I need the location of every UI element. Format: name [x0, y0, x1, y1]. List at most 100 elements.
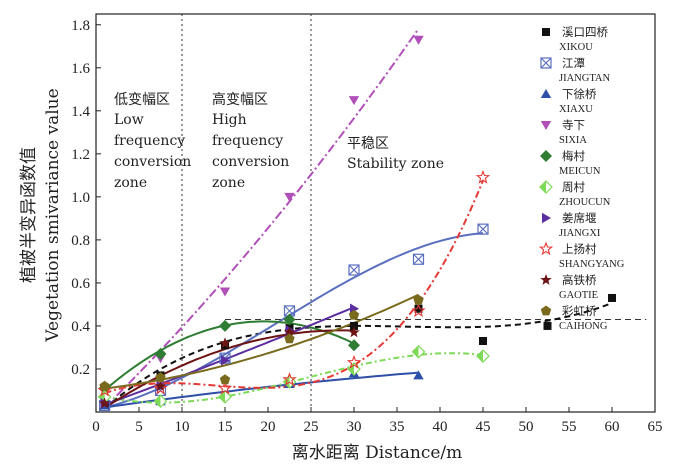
data-point-zhoucun	[411, 344, 426, 359]
data-point-gaotie	[283, 326, 296, 338]
data-point-sixia	[348, 96, 360, 106]
data-point-meicun	[348, 339, 360, 352]
legend-marker-shangyang	[538, 241, 554, 256]
legend-label-cn: 周村	[562, 180, 585, 194]
legend-marker-zhoucun	[539, 180, 553, 194]
x-tick-label: 55	[562, 419, 577, 435]
data-point-caihong	[219, 374, 231, 385]
data-point-xikou	[608, 293, 616, 302]
legend-marker-jiangxi	[542, 212, 551, 224]
data-point-jiangtan	[412, 253, 425, 265]
legend-label-cn: 梅村	[562, 149, 585, 163]
data-point-xikou	[479, 337, 487, 346]
data-point-caihong	[284, 333, 295, 344]
y-tick-label: 1.4	[71, 104, 90, 120]
zone-title-en: frequency	[114, 133, 185, 149]
legend-label-cn: 姜席堰	[562, 211, 597, 225]
zone-title-cn: 低变幅区	[114, 92, 170, 108]
data-point-jiangtan	[477, 223, 489, 235]
legend-label-en: SHANGYANG	[559, 259, 625, 270]
zone-title-en: zone	[114, 175, 147, 191]
y-axis-title-en: Vegetation smivariance value	[43, 88, 63, 342]
data-point-sixia	[413, 35, 424, 45]
x-tick-label: 10	[175, 419, 190, 435]
data-point-gaotie	[154, 380, 167, 391]
y-tick-label: 0.2	[71, 362, 90, 378]
zone-title-en: conversion	[114, 154, 191, 170]
data-point-shangyang	[411, 303, 426, 317]
data-point-meicun	[154, 347, 167, 360]
legend-label-cn: 寺下	[562, 118, 585, 132]
y-tick-label: 1.6	[71, 61, 90, 77]
data-point-shangyang	[346, 354, 362, 369]
legend-label-en: JIANGTAN	[559, 73, 610, 84]
legend-marker-sixia	[540, 121, 552, 130]
x-tick-label: 0	[92, 419, 100, 435]
legend-label-en: CAIHONG	[559, 321, 608, 332]
legend-label-en: JIANGXI	[559, 228, 601, 239]
x-tick-label: 25	[304, 419, 319, 435]
legend-label-cn: 高铁桥	[562, 273, 597, 287]
legend-label-cn: 下徐桥	[562, 87, 597, 101]
legend-label-cn: 上扬村	[562, 242, 597, 256]
data-point-sixia	[219, 287, 231, 297]
legend-label-en: GAOTIE	[559, 290, 598, 301]
data-point-jiangtan	[348, 264, 360, 276]
legend: 溪口四桥 XIKOU 江潭 JIANGTAN 下徐桥 XIAXU 寺下 SIXIA 梅村 MEIC…	[538, 25, 625, 332]
x-tick-label: 45	[476, 419, 491, 435]
data-point-xikou	[414, 304, 423, 313]
legend-label-en: XIKOU	[559, 42, 593, 53]
legend-label-en: SIXIA	[559, 135, 587, 146]
data-point-jiangxi	[221, 355, 230, 366]
zone-title-en: conversion	[212, 154, 289, 170]
data-point-sixia	[284, 192, 295, 202]
data-point-meicun	[283, 313, 296, 326]
legend-marker-jiangtan	[540, 57, 552, 69]
x-tick-label: 60	[605, 419, 620, 435]
x-tick-label: 30	[347, 419, 362, 435]
zone-title-cn: 高变幅区	[212, 91, 268, 108]
data-point-shangyang	[153, 380, 168, 395]
zone-title-en: zone	[212, 175, 245, 191]
y-tick-label: 1.8	[71, 18, 90, 34]
x-tick-label: 65	[648, 419, 663, 435]
legend-label-en: MEICUN	[559, 166, 601, 177]
x-tick-label: 40	[433, 419, 448, 435]
data-point-zhoucun	[476, 349, 490, 363]
y-axis-title-cn: 植被半变异函数值	[19, 147, 39, 283]
legend-label-en: ZHOUCUN	[559, 197, 611, 208]
data-point-caihong	[99, 380, 110, 391]
trend-line-jiangxi	[104, 306, 355, 406]
plot-frame	[95, 13, 656, 413]
data-point-zhoucun	[218, 390, 232, 404]
zone-title-en: High	[212, 112, 247, 128]
data-point-caihong	[348, 309, 360, 320]
data-point-meicun	[219, 319, 231, 332]
data-point-zhoucun	[153, 394, 168, 409]
data-point-shangyang	[475, 169, 491, 184]
data-point-xikou	[350, 321, 358, 330]
zone-title-cn: 平稳区	[347, 136, 389, 152]
zone-title-en: Stability zone	[347, 156, 444, 172]
legend-marker-xikou	[542, 28, 550, 36]
zone-annotations: 低变幅区 Low frequency conversion zone 高变幅区 High fr…	[114, 91, 444, 191]
legend-label-cn: 彩虹桥	[562, 304, 597, 318]
data-point-xiaxu	[413, 370, 424, 380]
trend-line-caihong	[104, 293, 419, 390]
trend-line-sixia	[103, 28, 420, 409]
legend-marker-gaotie	[540, 274, 552, 285]
x-tick-label: 20	[261, 419, 276, 435]
trend-line-jiangtan	[104, 232, 484, 409]
data-point-caihong	[155, 372, 166, 382]
trend-line-xikou	[103, 302, 613, 410]
x-tick-label: 50	[519, 419, 534, 435]
y-tick-label: 0.4	[71, 319, 90, 335]
legend-marker-xiaxu	[540, 89, 552, 98]
legend-marker-meicun	[540, 150, 552, 162]
x-tick-label: 35	[390, 419, 405, 435]
legend-marker-caihong	[540, 305, 552, 316]
legend-label-en: XIAXU	[559, 104, 593, 115]
data-point-shangyang	[97, 382, 112, 397]
data-point-xikou	[543, 321, 552, 330]
